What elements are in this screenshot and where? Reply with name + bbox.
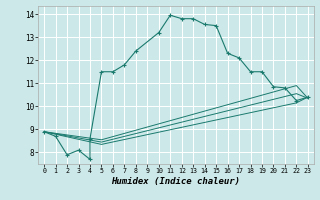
X-axis label: Humidex (Indice chaleur): Humidex (Indice chaleur): [111, 177, 241, 186]
